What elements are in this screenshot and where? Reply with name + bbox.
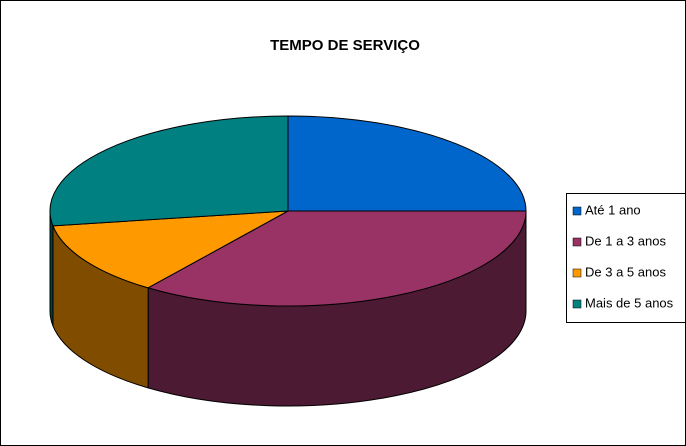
legend-swatch <box>572 268 582 278</box>
pie-slice <box>49 115 289 227</box>
pie-slice-side <box>49 210 54 327</box>
legend-label: Até 1 ano <box>585 202 641 217</box>
legend-label: Mais de 5 anos <box>585 295 674 310</box>
legend-box <box>566 193 686 323</box>
legend-label: De 1 a 3 anos <box>585 233 666 248</box>
legend-label: De 3 a 5 anos <box>585 264 666 279</box>
pie-slice <box>52 210 289 289</box>
legend-swatch <box>572 237 582 247</box>
legend-swatch <box>572 206 582 216</box>
chart-title: TEMPO DE SERVIÇO <box>270 37 420 54</box>
legend-swatch <box>572 299 582 309</box>
pie-slice <box>287 115 527 212</box>
pie-slice <box>146 210 527 307</box>
